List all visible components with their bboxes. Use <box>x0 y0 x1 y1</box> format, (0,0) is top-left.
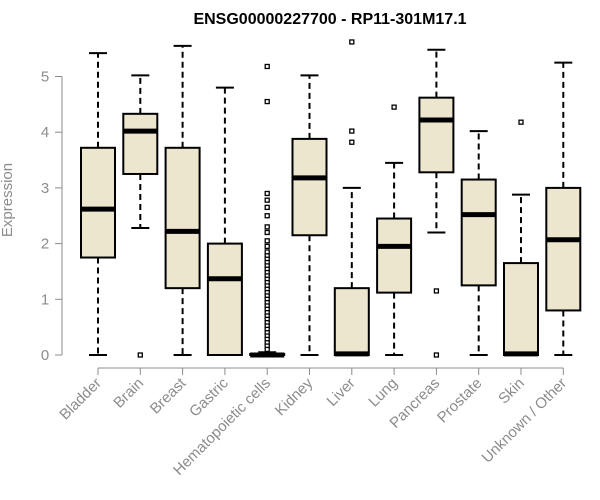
iqr-box <box>164 146 201 290</box>
x-tick-label: Skin <box>495 375 528 408</box>
box-9 <box>418 48 455 358</box>
y-axis: 0 1 2 3 4 5 <box>41 69 63 364</box>
y-tick-label: 4 <box>41 124 49 141</box>
box-12 <box>545 61 582 356</box>
iqr-box <box>206 242 243 357</box>
chart-title: ENSG00000227700 - RP11-301M17.1 <box>193 11 466 28</box>
outlier-point <box>264 98 270 105</box>
iqr-box <box>291 137 328 237</box>
outlier-point <box>518 119 524 125</box>
iqr-box <box>418 96 455 174</box>
box-series <box>80 39 582 358</box>
box-7 <box>333 39 370 357</box>
outlier-point <box>433 288 440 294</box>
y-tick-label: 0 <box>41 347 49 364</box>
box-11 <box>503 119 539 357</box>
box-3 <box>164 44 201 356</box>
x-tick-label: Lung <box>365 375 401 411</box>
outlier-point <box>264 238 270 244</box>
box-4 <box>206 86 243 357</box>
outlier-point <box>264 346 270 353</box>
outlier-point <box>391 104 397 110</box>
x-tick-label: Kidney <box>272 374 317 419</box>
iqr-box <box>333 287 370 356</box>
y-axis-label: Expression <box>0 163 16 237</box>
box-6 <box>291 74 328 356</box>
outlier-point <box>137 352 143 358</box>
y-tick-label: 1 <box>41 291 49 308</box>
box-2 <box>122 74 159 358</box>
x-tick-label: Breast <box>147 374 190 417</box>
iqr-box <box>545 186 582 312</box>
y-tick-label: 2 <box>41 236 49 253</box>
x-tick-label: Liver <box>324 375 359 410</box>
outlier-point <box>264 213 270 219</box>
outlier-point <box>264 243 270 250</box>
outlier-point <box>349 139 355 145</box>
outlier-point <box>264 229 270 236</box>
iqr-box <box>122 112 159 175</box>
box-5 <box>249 63 286 358</box>
outlier-point <box>349 128 355 134</box>
iqr-box <box>80 146 116 259</box>
box-10 <box>460 130 497 356</box>
iqr-box <box>503 262 539 356</box>
outlier-point <box>264 204 270 211</box>
outlier-point <box>264 224 270 230</box>
x-tick-label: Prostate <box>434 375 486 427</box>
y-tick-label: 3 <box>41 180 49 197</box>
outlier-point <box>264 190 270 197</box>
outlier-point <box>264 63 270 70</box>
box-1 <box>80 52 116 356</box>
outlier-point <box>349 39 355 45</box>
iqr-box <box>460 178 497 287</box>
x-tick-label: Brain <box>110 375 147 412</box>
box-8 <box>376 104 413 356</box>
x-tick-label: Bladder <box>56 375 105 424</box>
iqr-box <box>376 217 413 294</box>
y-tick-label: 5 <box>41 69 49 86</box>
outlier-point <box>433 352 440 358</box>
outlier-point <box>264 197 270 203</box>
